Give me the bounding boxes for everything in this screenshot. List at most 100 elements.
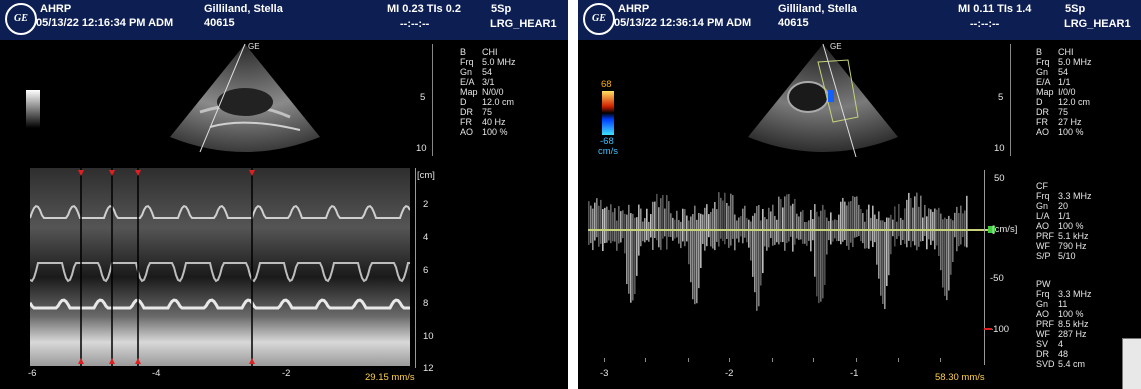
param-value: 12.0 cm [1058,97,1091,107]
param-key: PRF [1036,319,1054,329]
ge-logo-icon: GE [5,3,37,35]
param-value: 40 Hz [482,117,506,127]
patient-id: 40615 [204,17,235,29]
datetime: 05/13/22 12:16:34 PM ADM [36,17,174,29]
ge-mark: GE [248,42,260,51]
param-key: Frq [460,57,474,67]
param-value: CHI [482,47,498,57]
velocity-unit: [cm/s] [992,224,1018,235]
param-value: 5.0 MHz [1058,57,1092,67]
param-value: 100 % [482,127,508,137]
doppler-spectrum [588,192,988,362]
mmode-panel: GE AHRP 05/13/22 12:16:34 PM ADM Gillila… [0,0,568,389]
x-tick: -3 [600,368,609,379]
param-value: 790 Hz [1058,241,1087,251]
time-placeholder: --:--:-- [970,18,1000,30]
param-key: Gn [1036,201,1049,211]
param-key: D [460,97,467,107]
velocity-axis [984,170,985,365]
param-key: DR [460,107,473,117]
depth-scale [1010,44,1011,156]
param-key: B [460,47,467,57]
color-scale-bottom: -68 [600,136,614,147]
header-bar [578,0,1141,40]
color-scale-bar [602,91,614,135]
color-scale-top: 68 [601,79,612,90]
param-value: 3.3 MHz [1058,191,1092,201]
param-key: FR [460,117,472,127]
param-key: Gn [1036,67,1049,77]
mi-tis: MI 0.11 TIs 1.4 [958,3,1032,15]
y-tick: 50 [994,173,1005,184]
param-key: B [1036,47,1043,57]
x-tick: -2 [725,368,734,379]
param-key: DR [1036,107,1049,117]
param-key: DR [1036,349,1049,359]
header-bar [0,0,568,40]
patient-name: Gilliland, Stella [778,3,857,15]
y-tick: 4 [423,232,429,243]
patient-name: Gilliland, Stella [204,3,283,15]
y-tick: -50 [990,273,1004,284]
param-key: Map [460,87,478,97]
patient-id: 40615 [778,17,809,29]
param-value: 20 [1058,201,1069,211]
param-key: Gn [1036,299,1049,309]
depth-mark-10: 10 [416,143,427,154]
sector-image [170,43,320,153]
y-tick: 2 [423,199,429,210]
param-value: 48 [1058,349,1069,359]
y-tick: 10 [423,331,434,342]
param-value: 287 Hz [1058,329,1087,339]
param-value: 100 % [1058,309,1084,319]
param-value: N/0/0 [482,87,504,97]
preset: LRG_HEAR1 [1064,18,1131,30]
param-key: PW [1036,279,1051,289]
param-key: L/A [1036,211,1050,221]
datetime: 05/13/22 12:36:14 PM ADM [614,17,752,29]
param-key: D [1036,97,1043,107]
color-scale-unit: cm/s [598,146,619,157]
x-tick: -4 [152,368,161,379]
y-tick: 12 [423,363,434,374]
param-value: 5.0 MHz [482,57,516,67]
param-value: 100 % [1058,221,1084,231]
sweep-speed: 29.15 mm/s [365,372,415,383]
param-value: 11 [1058,299,1068,309]
app-name: AHRP [618,3,650,15]
param-value: 4 [1058,339,1064,349]
x-tick: -6 [28,368,37,379]
param-value: 75 [482,107,493,117]
preset: LRG_HEAR1 [490,18,557,30]
param-key: WF [1036,241,1050,251]
param-key: E/A [460,77,475,87]
param-key: AO [460,127,474,137]
depth-mark-5: 5 [420,92,426,103]
grayscale-bar [26,90,40,128]
param-value: CHI [1058,47,1074,57]
param-key: PRF [1036,231,1054,241]
ge-mark: GE [830,42,842,51]
param-key: WF [1036,329,1050,339]
mi-tis: MI 0.23 TIs 0.2 [387,3,461,15]
x-tick: -1 [850,368,859,379]
param-value: 1/1 [1058,211,1071,221]
param-value: 1/1 [1058,77,1071,87]
param-value: 5.4 cm [1058,359,1086,369]
param-key: SV [1036,339,1049,349]
mmode-depth-axis [415,168,416,368]
param-key: FR [1036,117,1048,127]
sector-image [748,43,898,157]
param-value: 8.5 kHz [1058,319,1089,329]
param-key: Frq [1036,289,1050,299]
param-key: Frq [1036,191,1050,201]
param-key: CF [1036,181,1048,191]
param-key: Map [1036,87,1054,97]
thumbnail[interactable] [1122,338,1141,389]
doppler-panel: GE AHRP 05/13/22 12:36:14 PM ADM Gillila… [578,0,1141,389]
baseline-marker[interactable] [988,226,995,233]
mmode-trace [30,168,410,366]
time-placeholder: --:--:-- [400,18,430,30]
mmode-unit: [cm] [417,170,435,181]
param-value: 27 Hz [1058,117,1082,127]
